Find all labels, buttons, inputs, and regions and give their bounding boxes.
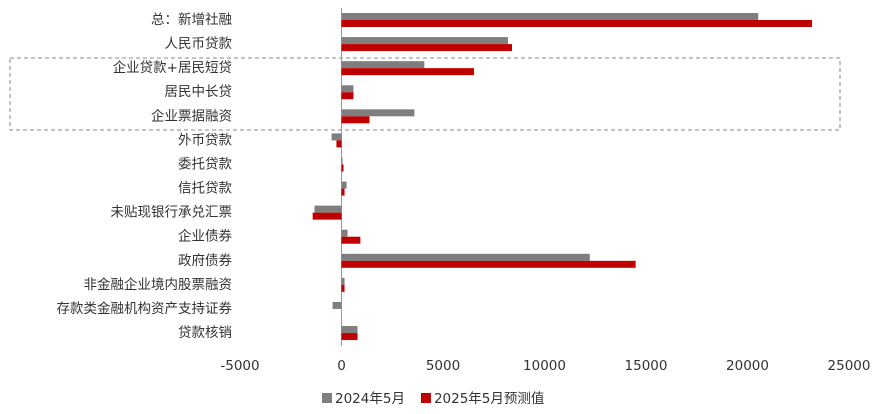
bar [341, 284, 345, 292]
bar [341, 68, 475, 76]
x-tick-label: 20000 [726, 358, 769, 374]
y-tick-label: 非金融企业境内股票融资 [84, 276, 233, 293]
bar [331, 133, 342, 141]
bar [341, 116, 370, 124]
bar [314, 205, 342, 213]
bar [341, 188, 345, 196]
legend-label: 2025年5月预测值 [434, 391, 544, 407]
y-tick-label: 贷款核销 [178, 325, 232, 341]
x-tick-label: 0 [337, 358, 346, 374]
bar [341, 260, 636, 268]
y-tick-label: 政府债券 [178, 253, 232, 269]
y-tick-label: 人民币贷款 [165, 36, 233, 52]
bar [341, 20, 813, 27]
x-tick-label: 25000 [828, 358, 871, 374]
bar [341, 61, 425, 69]
bar [341, 44, 513, 52]
bar [341, 229, 348, 237]
y-tick-label: 未贴现银行承兑汇票 [111, 205, 233, 221]
legend-swatch [322, 393, 332, 403]
bar [341, 13, 759, 20]
bar [341, 236, 361, 244]
y-tick-label: 企业贷款+居民短贷 [113, 59, 232, 76]
bar [341, 164, 344, 172]
bar [341, 253, 590, 261]
x-tick-label: 10000 [523, 358, 566, 374]
bar [341, 92, 354, 100]
bar [341, 277, 345, 285]
bar [336, 140, 342, 148]
x-tick-label: -5000 [220, 358, 259, 374]
bar [341, 37, 508, 45]
y-tick-label: 存款类金融机构资产支持证券 [57, 301, 233, 317]
y-tick-label: 企业债券 [178, 228, 232, 245]
bar [341, 181, 347, 189]
bar [332, 301, 342, 309]
y-tick-label: 委托贷款 [178, 156, 232, 172]
legend-swatch [420, 393, 431, 403]
bar [341, 326, 358, 334]
bar [341, 85, 354, 93]
bar [341, 157, 343, 165]
y-tick-label: 企业票据融资 [151, 107, 232, 124]
y-tick-label: 信托贷款 [178, 181, 232, 197]
x-tick-label: 5000 [426, 358, 460, 374]
legend-label: 2024年5月 [335, 391, 405, 407]
bar [312, 212, 342, 220]
y-tick-label: 居民中长贷 [165, 84, 233, 100]
y-tick-label: 外币贷款 [178, 132, 232, 148]
y-tick-label: 总：新增社融 [151, 12, 232, 28]
bar [341, 109, 415, 117]
highlight-box [9, 57, 841, 131]
x-tick-label: 15000 [625, 358, 668, 374]
bar [341, 333, 358, 341]
